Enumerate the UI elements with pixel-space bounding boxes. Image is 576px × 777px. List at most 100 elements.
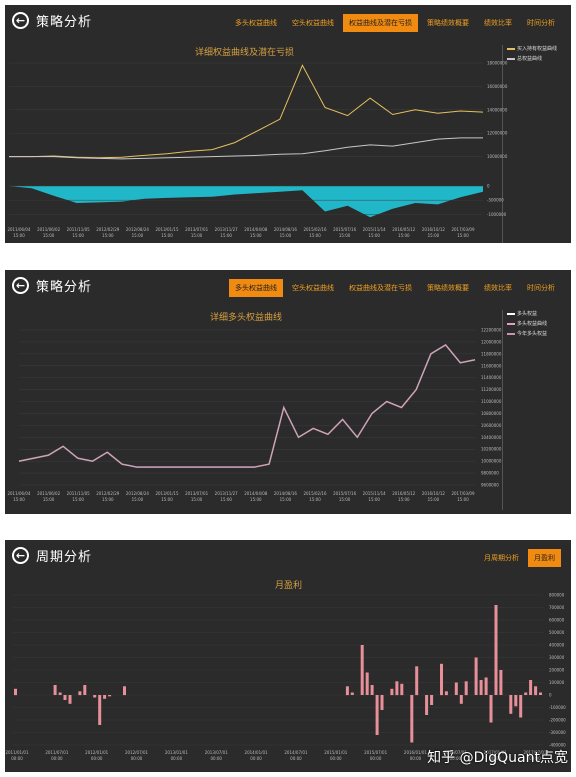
tab-monthly-period[interactable]: 月周期分析	[484, 554, 519, 562]
y-tick-label: -300000	[549, 730, 566, 735]
bar	[474, 657, 478, 695]
x-tick-label: 15:00	[250, 497, 262, 502]
x-tick-label: 00:00	[171, 756, 183, 761]
tab-ratios[interactable]: 绩效比率	[484, 284, 512, 292]
y-tick-label: 11800000	[481, 351, 502, 356]
bar	[484, 677, 488, 695]
bar	[123, 686, 126, 696]
x-tick-label: 2013/01/15	[155, 227, 179, 232]
bar	[395, 681, 399, 696]
x-tick-label: 15:00	[250, 233, 262, 238]
x-tick-label: 2011/11/05	[67, 227, 91, 232]
x-tick-label: 2014/01/01	[245, 750, 269, 755]
tab-short-equity[interactable]: 空头权益曲线	[292, 19, 334, 27]
x-tick-label: 2012/08/24	[126, 227, 150, 232]
x-tick-label: 15:00	[102, 233, 114, 238]
x-tick-label: 00:00	[489, 756, 501, 761]
tab-bar: 月周期分析 月盈利	[478, 549, 561, 567]
x-tick-label: 2014/08/16	[274, 227, 298, 232]
x-tick-label: 15:00	[191, 233, 203, 238]
bar	[415, 666, 419, 696]
bar	[93, 695, 97, 698]
tab-time-analysis[interactable]: 时间分析	[527, 19, 555, 27]
x-tick-label: 2013/07/01	[185, 491, 209, 496]
x-tick-label: 2013/01/01	[165, 750, 189, 755]
tab-equity-drawdown[interactable]: 权益曲线及潜在亏损	[343, 14, 418, 32]
bar	[514, 695, 518, 707]
x-tick-label: 15:00	[339, 497, 351, 502]
y-tick-label: 14000000	[487, 107, 508, 112]
tab-long-equity[interactable]: 多头权益曲线	[229, 279, 283, 297]
x-tick-label: 2016/10/12	[422, 491, 446, 496]
y-tick-label: 12000000	[487, 131, 508, 136]
bar	[534, 686, 538, 696]
y-tick-label: 10400000	[481, 435, 502, 440]
bar	[425, 695, 429, 715]
panel-header: ← 策略分析 多头权益曲线 空头权益曲线 权益曲线及潜在亏损 策略绩效概要 绩效…	[5, 5, 571, 37]
x-tick-label: 15:00	[309, 233, 321, 238]
tab-short-equity[interactable]: 空头权益曲线	[292, 284, 334, 292]
legend-item-long-year[interactable]: 今年多头权益	[507, 330, 567, 337]
bar	[454, 682, 458, 695]
x-tick-label: 2014/08/16	[274, 491, 298, 496]
x-tick-label: 15:00	[398, 233, 410, 238]
legend-item-long-curve[interactable]: 多头权益曲线	[507, 320, 567, 327]
x-tick-label: 15:00	[339, 233, 351, 238]
bar	[410, 695, 414, 743]
x-tick-label: 2014/07/01	[284, 750, 308, 755]
y-tick-label: 11600000	[481, 363, 502, 368]
bar	[380, 695, 384, 710]
y-tick-label: 11200000	[481, 387, 502, 392]
legend-item-buyhold[interactable]: 买入持有权益曲线	[507, 45, 567, 52]
tab-performance-summary[interactable]: 策略绩效概要	[427, 284, 469, 292]
x-tick-label: 15:00	[220, 497, 232, 502]
bar	[499, 670, 503, 695]
back-arrow-icon[interactable]: ←	[12, 547, 29, 564]
page-title: 策略分析	[36, 15, 93, 30]
bar	[430, 695, 434, 705]
tab-performance-summary[interactable]: 策略绩效概要	[427, 19, 469, 27]
x-tick-label: 15:00	[132, 497, 144, 502]
y-tick-label: 11400000	[481, 375, 502, 380]
x-tick-label: 2011/06/04	[7, 491, 31, 496]
x-tick-label: 2017/03/09	[451, 227, 475, 232]
x-tick-label: 2016/01/01	[404, 750, 428, 755]
y-tick-label: 11000000	[481, 399, 502, 404]
tab-equity-drawdown[interactable]: 权益曲线及潜在亏损	[349, 284, 412, 292]
page-title: 周期分析	[36, 550, 93, 565]
x-tick-label: 2016/10/12	[422, 227, 446, 232]
tab-time-analysis[interactable]: 时间分析	[527, 284, 555, 292]
bar	[365, 672, 369, 695]
tab-long-equity[interactable]: 多头权益曲线	[235, 19, 277, 27]
x-tick-label: 00:00	[529, 756, 541, 761]
equity-drawdown-chart: 18000000 16000000 14000000 12000000 10000000…	[7, 61, 508, 239]
x-tick-label: 15:00	[368, 233, 380, 238]
tab-monthly-profit[interactable]: 月盈利	[528, 549, 561, 567]
page-title: 策略分析	[36, 280, 93, 295]
x-tick-label: 2016/05/12	[392, 227, 416, 232]
bar	[509, 695, 513, 714]
back-arrow-icon[interactable]: ←	[12, 12, 29, 29]
bar	[479, 680, 483, 695]
x-tick-label: 2011/06/04	[7, 227, 31, 232]
tab-ratios[interactable]: 绩效比率	[484, 19, 512, 27]
bar	[103, 695, 107, 699]
x-tick-label: 2017/03/09	[451, 491, 475, 496]
x-tick-label: 2013/07/01	[205, 750, 229, 755]
y-tick-label: 9800000	[481, 471, 499, 476]
y-tick-label: 10000000	[487, 154, 508, 159]
legend-item-long[interactable]: 多头权益	[507, 310, 567, 317]
legend-item-total[interactable]: 总权益曲线	[507, 55, 567, 62]
bar	[400, 683, 404, 696]
bar	[444, 691, 448, 696]
chart-title: 月盈利	[275, 581, 303, 591]
y-tick-label: 12200000	[481, 328, 502, 333]
x-tick-label: 15:00	[220, 233, 232, 238]
y-tick-label: 10200000	[481, 447, 502, 452]
bar	[370, 685, 374, 695]
back-arrow-icon[interactable]: ←	[12, 277, 29, 294]
bar	[519, 695, 523, 718]
x-tick-label: 15:00	[13, 497, 25, 502]
y-tick-label: 600000	[549, 618, 565, 623]
x-tick-label: 2016/05/12	[392, 491, 416, 496]
